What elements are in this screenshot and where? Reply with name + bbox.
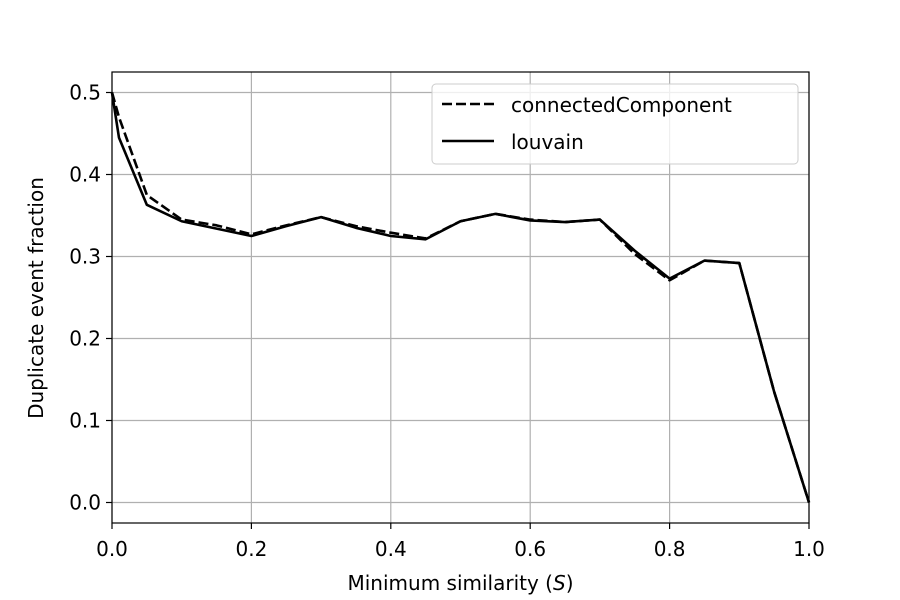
ticks: 0.0 0.2 0.4 0.6 0.8 1.0 0.0 0.1 0.2 0.3 0.4 0.5 bbox=[69, 81, 825, 562]
y-tick-label: 0.3 bbox=[69, 245, 101, 269]
series-line-louvain bbox=[110, 92, 811, 503]
legend-label-louvain: louvain bbox=[511, 130, 584, 154]
y-tick-label: 0.1 bbox=[69, 409, 101, 433]
x-axis-label-symbol: S bbox=[553, 571, 566, 595]
x-axis-label: Minimum similarity (S) bbox=[347, 571, 573, 595]
y-tick-label: 0.2 bbox=[69, 327, 101, 351]
y-axis-label: Duplicate event fraction bbox=[24, 177, 48, 419]
legend: connectedComponent louvain bbox=[431, 83, 799, 165]
grid bbox=[111, 72, 810, 523]
legend-label-connectedComponent: connectedComponent bbox=[511, 93, 732, 117]
x-tick-label: 1.0 bbox=[793, 537, 825, 561]
series-layer bbox=[110, 92, 811, 503]
y-tick-label: 0.5 bbox=[69, 81, 101, 105]
x-tick-label: 0.8 bbox=[654, 537, 686, 561]
y-tick-label: 0.0 bbox=[69, 491, 101, 515]
x-tick-label: 0.2 bbox=[235, 537, 267, 561]
y-tick-label: 0.4 bbox=[69, 163, 101, 187]
x-axis-label-close: ) bbox=[566, 571, 574, 595]
x-axis-label-text: Minimum similarity ( bbox=[347, 571, 553, 595]
legend-box bbox=[431, 83, 799, 165]
x-tick-label: 0.6 bbox=[514, 537, 546, 561]
plot-frame bbox=[111, 71, 810, 524]
x-tick-label: 0.0 bbox=[96, 537, 128, 561]
x-tick-label: 0.4 bbox=[375, 537, 407, 561]
